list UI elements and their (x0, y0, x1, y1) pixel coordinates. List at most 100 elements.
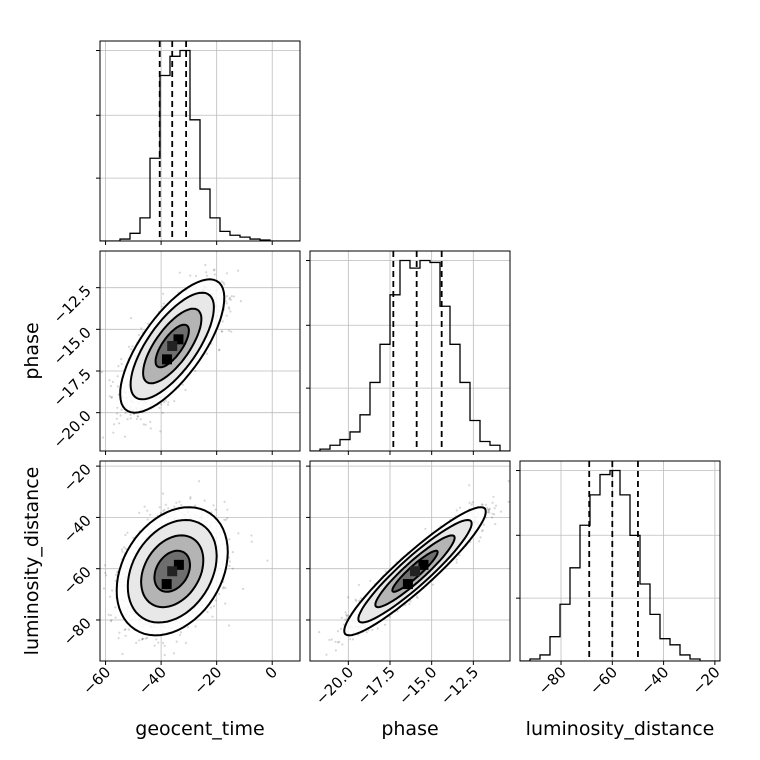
sample-point (119, 414, 122, 417)
sample-point (115, 573, 118, 577)
sample-point (112, 431, 115, 434)
sample-point (120, 548, 124, 551)
sample-point (239, 300, 243, 303)
sample-point (206, 610, 209, 614)
sample-point (205, 271, 208, 274)
density-peak-cell (162, 354, 173, 365)
sample-point (109, 595, 112, 598)
sample-point (129, 413, 132, 416)
sample-point (225, 302, 228, 305)
sample-point (212, 269, 215, 272)
sample-point (115, 417, 118, 420)
sample-point (161, 641, 165, 645)
sample-point (162, 302, 165, 305)
sample-point (116, 406, 119, 409)
density-geocent_time-luminosity_distance (100, 461, 300, 661)
sample-point (221, 330, 224, 333)
sample-point (237, 532, 240, 535)
sample-point (153, 644, 156, 647)
sample-point (140, 327, 143, 330)
sample-point (167, 401, 170, 404)
sample-point (137, 334, 141, 337)
sample-point (124, 411, 127, 414)
sample-point (146, 636, 149, 639)
sample-point (186, 626, 190, 629)
sample-point (123, 628, 126, 631)
sample-point (218, 348, 221, 351)
sample-point (126, 531, 129, 534)
sample-point (221, 320, 224, 323)
sample-point (223, 500, 226, 503)
histogram-luminosity_distance (520, 461, 720, 661)
sample-point (209, 606, 213, 609)
sample-point (227, 329, 231, 332)
sample-point (162, 292, 165, 295)
sample-point (222, 586, 225, 589)
sample-point (218, 349, 221, 352)
sample-point (114, 606, 117, 609)
sample-point (126, 418, 129, 421)
sample-point (236, 269, 240, 272)
sample-point (149, 513, 152, 516)
sample-point (197, 480, 201, 483)
sample-point (124, 628, 127, 631)
sample-point (104, 571, 107, 575)
sample-point (178, 633, 182, 637)
sample-point (222, 281, 225, 284)
sample-point (205, 274, 209, 277)
sample-point (232, 295, 236, 298)
sample-point (118, 422, 121, 425)
sample-point (173, 505, 176, 508)
sample-point (114, 616, 117, 619)
sample-point (228, 296, 232, 299)
sample-point (194, 625, 197, 628)
sample-point (132, 536, 135, 540)
sample-point (189, 274, 192, 277)
sample-point (221, 587, 225, 590)
histogram-step (520, 469, 720, 661)
sample-point (228, 564, 231, 568)
sample-point (117, 365, 120, 368)
sample-point (139, 418, 142, 421)
sample-point (108, 379, 111, 382)
sample-point (116, 570, 119, 574)
sample-point (214, 508, 217, 511)
sample-point (162, 510, 165, 513)
sample-point (142, 423, 145, 426)
sample-point (158, 406, 161, 409)
sample-point (164, 399, 167, 402)
sample-point (167, 507, 170, 510)
histogram-phase (310, 251, 510, 451)
sample-point (143, 505, 146, 508)
sample-point (118, 631, 121, 634)
sample-point (224, 518, 227, 522)
sample-point (178, 500, 181, 503)
sample-point (175, 501, 178, 504)
sample-point (120, 358, 123, 361)
sample-point (228, 556, 231, 559)
sample-point (224, 300, 227, 303)
axes-frame (309, 250, 511, 452)
sample-point (227, 306, 230, 309)
sample-point (213, 268, 216, 271)
sample-point (121, 652, 124, 656)
sample-point (163, 508, 166, 511)
sample-point (107, 613, 110, 616)
sample-point (210, 511, 213, 514)
sample-point (159, 430, 162, 433)
density-peak-cell (167, 341, 178, 351)
sample-point (228, 307, 231, 310)
density-peak-cell (173, 334, 184, 345)
sample-point (111, 380, 114, 384)
sample-point (123, 546, 126, 549)
sample-point (113, 423, 116, 426)
sample-point (228, 538, 231, 541)
sample-point (178, 271, 181, 274)
sample-point (110, 396, 113, 399)
sample-point (161, 411, 164, 414)
sample-point (146, 322, 150, 325)
axes-frame (99, 40, 301, 242)
sample-point (214, 599, 217, 602)
sample-point (131, 345, 134, 348)
sample-point (229, 298, 232, 301)
